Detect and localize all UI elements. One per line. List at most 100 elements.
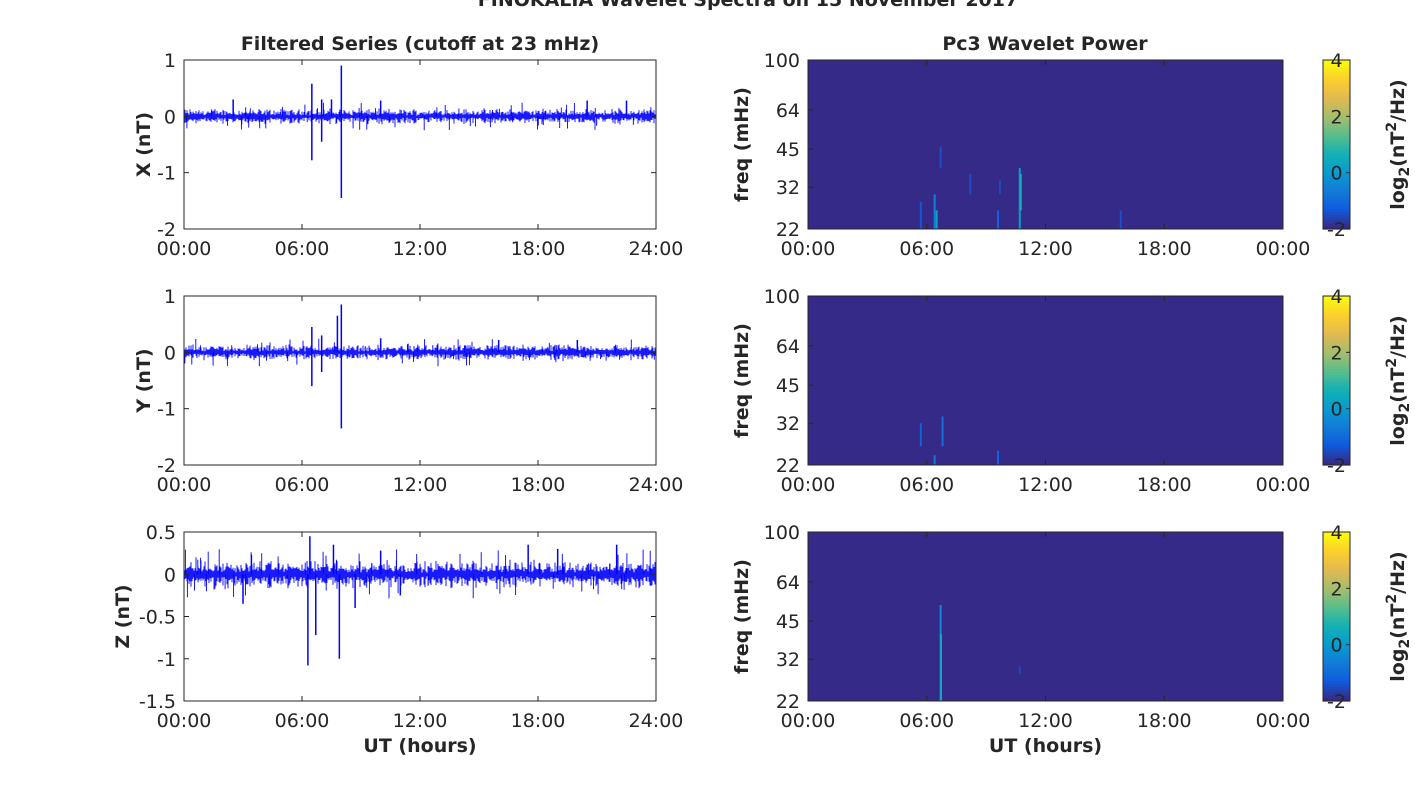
- colorbar-band-0-55: [1323, 214, 1350, 219]
- y-tick-label-sp-0-2: 45: [776, 139, 800, 161]
- colorbar-band-0-57: [1323, 220, 1350, 224]
- colorbar-band-2-23: [1323, 596, 1350, 601]
- spectrogram-feature-1-0: [919, 423, 922, 447]
- colorbar-band-0-54: [1323, 212, 1350, 216]
- colorbar-band-1-22: [1323, 357, 1350, 362]
- y-tick-label-sp-2-1: 64: [776, 572, 800, 594]
- colorbar-frame-1: [1322, 295, 1351, 466]
- timeseries-ylabel-1: Y (nT): [133, 348, 155, 413]
- spectrogram-feature-0-8: [1019, 174, 1022, 211]
- spectrogram-feature-1-1: [933, 455, 936, 465]
- colorbar-band-1-58: [1323, 459, 1350, 463]
- colorbar-frame-0: [1322, 59, 1351, 230]
- colorbar-band-2-18: [1323, 582, 1350, 587]
- colorbar-band-0-49: [1323, 198, 1350, 202]
- colorbar-band-2-46: [1323, 661, 1350, 665]
- colorbar-band-0-29: [1323, 141, 1350, 146]
- colorbar-band-0-36: [1323, 161, 1350, 165]
- colorbar-band-2-20: [1323, 588, 1350, 592]
- y-tick-label-sp-1-2: 45: [776, 375, 800, 397]
- timeseries-ylabel-0: X (nT): [133, 112, 155, 177]
- x-tick-label-sp-2-1: 06:00: [899, 710, 954, 732]
- x-tick-label-ts-0-1: 06:00: [275, 238, 330, 260]
- colorbar-band-1-6: [1323, 312, 1350, 317]
- colorbar-band-0-1: [1323, 62, 1350, 67]
- colorbar-band-2-44: [1323, 655, 1350, 660]
- colorbar-band-2-24: [1323, 599, 1350, 604]
- y-tick-label-sp-1-0: 100: [764, 286, 800, 308]
- timeseries-plot-area-2: [184, 532, 656, 701]
- x-tick-label-ts-2-4: 24:00: [629, 710, 684, 732]
- y-tick-label-ts-2-0: 0.5: [146, 522, 176, 544]
- colorbar-band-1-18: [1323, 346, 1350, 351]
- colorbar-frame-2: [1322, 531, 1351, 702]
- colorbar-band-0-35: [1323, 158, 1350, 162]
- colorbar-band-1-37: [1323, 400, 1350, 404]
- right-column-title: Pc3 Wavelet Power: [942, 33, 1148, 55]
- colorbar-band-0-38: [1323, 167, 1350, 171]
- colorbar-band-2-57: [1323, 692, 1350, 696]
- spectrogram-feature-2-1: [940, 634, 942, 701]
- x-tick-label-sp-1-1: 06:00: [899, 474, 954, 496]
- colorbar-band-1-46: [1323, 425, 1350, 429]
- colorbar-band-0-27: [1323, 136, 1350, 140]
- colorbar-band-0-15: [1323, 102, 1350, 106]
- x-tick-label-ts-0-4: 24:00: [629, 238, 684, 260]
- colorbar-tick-label-2-0: 4: [1330, 522, 1342, 544]
- colorbar-band-2-19: [1323, 585, 1350, 589]
- colorbar-band-2-49: [1323, 670, 1350, 674]
- colorbar-band-0-40: [1323, 172, 1350, 177]
- colorbar-tick-label-2-1: 2: [1330, 578, 1342, 600]
- colorbar-label-1: log2(nT2/Hz): [1384, 315, 1413, 445]
- colorbar-band-0-37: [1323, 164, 1350, 168]
- colorbar-band-1-31: [1323, 383, 1350, 387]
- colorbar-band-1-9: [1323, 321, 1350, 325]
- colorbar-band-1-35: [1323, 394, 1350, 398]
- colorbar-band-0-31: [1323, 147, 1350, 151]
- colorbar-band-0-12: [1323, 93, 1350, 98]
- y-tick-label-sp-2-0: 100: [764, 522, 800, 544]
- colorbar-band-0-45: [1323, 186, 1350, 191]
- colorbar-band-0-8: [1323, 82, 1350, 86]
- colorbar-band-1-41: [1323, 411, 1350, 415]
- colorbar-band-0-41: [1323, 175, 1350, 179]
- colorbar-band-0-4: [1323, 71, 1350, 75]
- colorbar-band-1-23: [1323, 360, 1350, 365]
- spectrogram-feature-0-4: [969, 174, 972, 195]
- colorbar-label-part-0-4: /Hz): [1387, 79, 1409, 122]
- colorbar-band-2-37: [1323, 636, 1350, 640]
- colorbar-band-1-36: [1323, 397, 1350, 401]
- colorbar-band-0-34: [1323, 155, 1350, 160]
- colorbar-band-2-59: [1323, 698, 1350, 702]
- x-tick-label-sp-1-3: 18:00: [1137, 474, 1192, 496]
- colorbar-label-part-2-2: (nT: [1387, 604, 1409, 639]
- colorbar-band-1-53: [1323, 445, 1350, 449]
- colorbar-band-2-51: [1323, 675, 1350, 680]
- colorbar-band-0-22: [1323, 121, 1350, 126]
- colorbar-band-2-26: [1323, 605, 1350, 609]
- colorbar-band-2-30: [1323, 616, 1350, 620]
- colorbar-band-1-40: [1323, 408, 1350, 413]
- y-tick-label-ts-0-0: 1: [164, 50, 176, 72]
- y-tick-label-ts-2-4: -1.5: [139, 691, 176, 713]
- colorbar-label-0: log2(nT2/Hz): [1384, 79, 1413, 209]
- colorbar-band-2-21: [1323, 591, 1350, 595]
- x-tick-label-sp-0-4: 00:00: [1256, 238, 1311, 260]
- colorbar-band-0-19: [1323, 113, 1350, 117]
- colorbar-band-1-39: [1323, 405, 1350, 410]
- colorbar-label-part-1-3: 2: [1384, 358, 1400, 368]
- colorbar-band-1-26: [1323, 369, 1350, 373]
- colorbar-band-0-47: [1323, 192, 1350, 196]
- x-tick-label-sp-0-2: 12:00: [1018, 238, 1073, 260]
- colorbar-label-part-0-2: (nT: [1387, 132, 1409, 167]
- colorbar-band-1-32: [1323, 386, 1350, 390]
- spectrogram-feature-0-6: [998, 180, 1001, 195]
- colorbar-band-2-11: [1323, 562, 1350, 567]
- colorbar-band-0-14: [1323, 99, 1350, 103]
- colorbar-band-2-55: [1323, 686, 1350, 691]
- y-tick-label-ts-0-1: 0: [164, 106, 176, 128]
- x-tick-label-ts-1-4: 24:00: [629, 474, 684, 496]
- colorbar-band-1-24: [1323, 363, 1350, 368]
- timeseries-plot-area-1: [184, 296, 656, 465]
- y-tick-label-sp-2-3: 32: [776, 649, 800, 671]
